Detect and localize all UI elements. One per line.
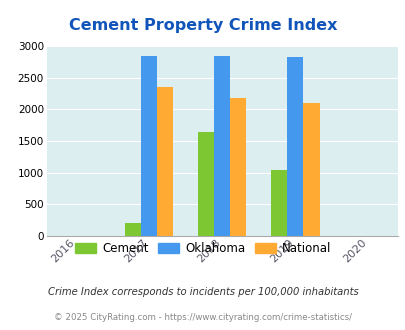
Bar: [230, 98, 246, 236]
Text: Cement Property Crime Index: Cement Property Crime Index: [68, 18, 337, 33]
Bar: [141, 56, 157, 236]
Text: © 2025 CityRating.com - https://www.cityrating.com/crime-statistics/: © 2025 CityRating.com - https://www.city…: [54, 313, 351, 322]
Bar: [125, 223, 141, 236]
Bar: [214, 56, 230, 236]
Bar: [271, 170, 287, 236]
Bar: [303, 103, 319, 236]
Legend: Cement, Oklahoma, National: Cement, Oklahoma, National: [70, 237, 335, 260]
Bar: [157, 87, 173, 236]
Text: Crime Index corresponds to incidents per 100,000 inhabitants: Crime Index corresponds to incidents per…: [47, 287, 358, 297]
Bar: [287, 57, 303, 236]
Bar: [198, 132, 214, 236]
